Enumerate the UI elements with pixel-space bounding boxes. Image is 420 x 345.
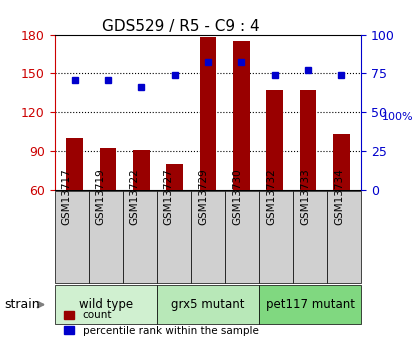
Bar: [100, 148, 116, 190]
Bar: [166, 164, 183, 190]
Text: grx5 mutant: grx5 mutant: [171, 298, 244, 311]
Text: GSM13734: GSM13734: [334, 168, 344, 225]
Text: GSM13730: GSM13730: [232, 168, 242, 225]
Bar: [66, 138, 83, 190]
Text: pet117 mutant: pet117 mutant: [265, 298, 354, 311]
Text: GSM13719: GSM13719: [96, 168, 106, 225]
Text: GSM13729: GSM13729: [198, 168, 208, 225]
Text: GDS529 / R5 - C9 : 4: GDS529 / R5 - C9 : 4: [102, 19, 260, 34]
Text: wild type: wild type: [79, 298, 133, 311]
Legend: count, percentile rank within the sample: count, percentile rank within the sample: [60, 306, 263, 340]
Bar: [133, 150, 150, 190]
Text: GSM13717: GSM13717: [62, 168, 72, 225]
Text: GSM13732: GSM13732: [266, 168, 276, 225]
Text: strain: strain: [4, 298, 40, 311]
Text: GSM13722: GSM13722: [130, 168, 140, 225]
Bar: [333, 134, 349, 190]
Text: GSM13733: GSM13733: [300, 168, 310, 225]
Y-axis label: 100%: 100%: [382, 112, 413, 122]
Bar: [200, 37, 216, 190]
Bar: [299, 90, 316, 190]
Bar: [266, 90, 283, 190]
Bar: [233, 41, 249, 190]
Text: GSM13727: GSM13727: [164, 168, 174, 225]
